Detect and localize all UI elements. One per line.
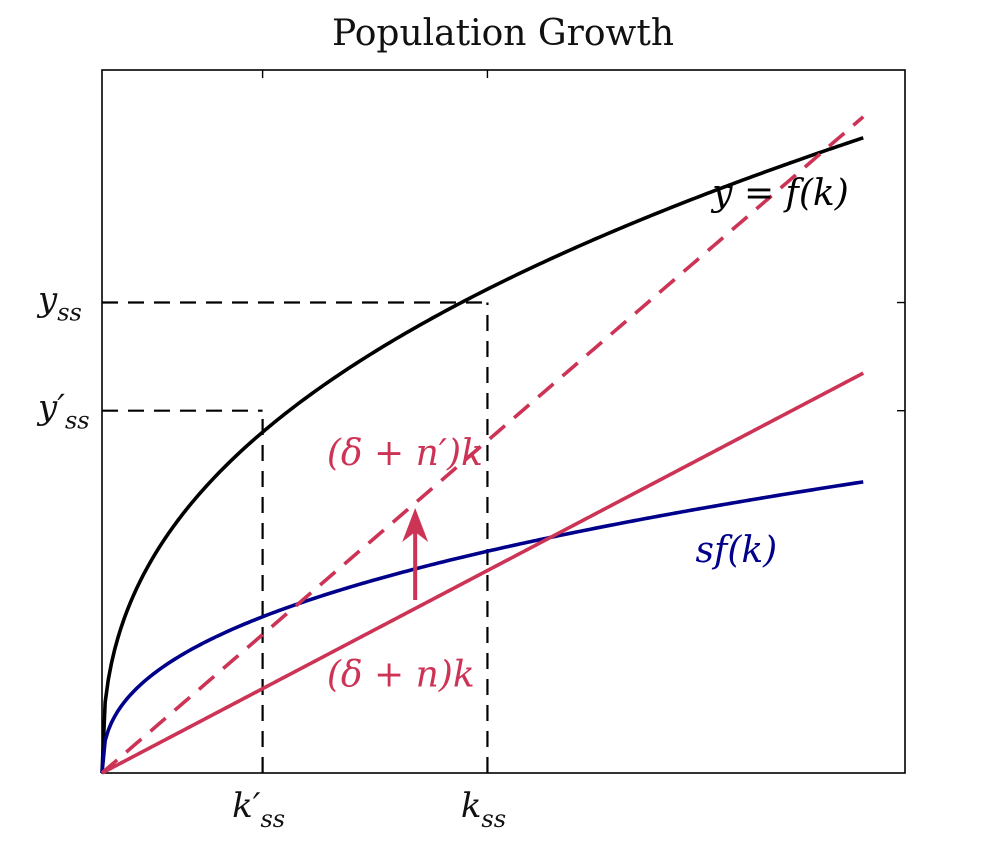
annotation-n-k: (δ + n′)k <box>327 433 483 474</box>
series-line-n-k <box>101 371 865 775</box>
guide-lines <box>102 301 489 773</box>
y-tick-label-0: y′ss <box>36 388 90 435</box>
y-tick-label-1: yss <box>36 280 82 327</box>
annotation-sf-k: sf(k) <box>696 530 778 571</box>
annotation-n-k: (δ + n)k <box>327 654 475 695</box>
shift-arrow-layer <box>402 508 429 600</box>
annotation-y-f-k: y = f(k) <box>710 173 849 214</box>
series-line-n-k <box>100 115 865 775</box>
axis-ticks: k′ss kss y′ss yss <box>36 70 905 833</box>
chart-title: Population Growth <box>332 13 674 54</box>
series-line-y-f-k <box>100 136 864 774</box>
shift-arrow-head <box>402 508 429 543</box>
x-tick-label-1: kss <box>461 786 506 833</box>
annotations-layer: y = f(k) sf(k) (δ + n′)k (δ + n)k <box>327 173 849 695</box>
plot-frame <box>101 69 906 774</box>
series-layer <box>100 115 865 775</box>
x-tick-label-0: k′ss <box>232 786 285 833</box>
series-line-sf-k <box>100 480 864 774</box>
